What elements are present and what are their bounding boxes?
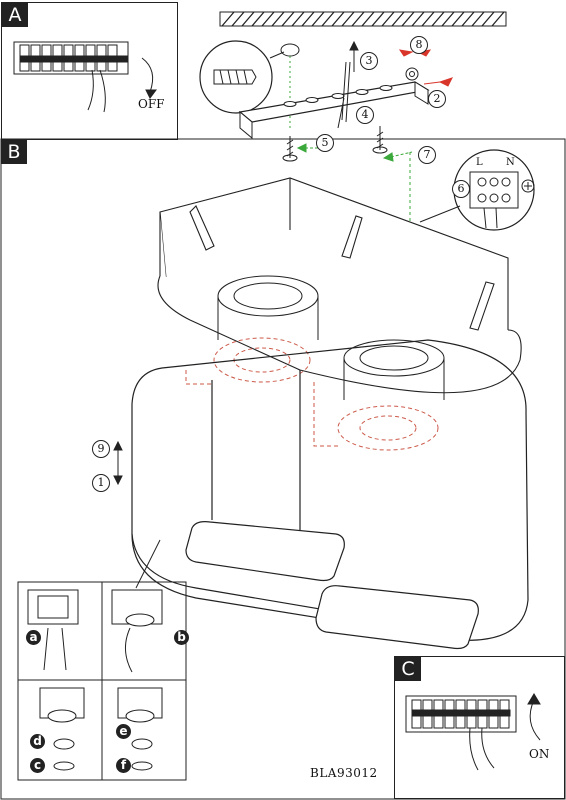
bottom-opening-left: [185, 521, 345, 582]
arrow-up-icon: [349, 40, 359, 72]
terminal-label-n: N: [506, 157, 515, 168]
terminal-label-l: L: [476, 157, 483, 168]
substep-a: a: [26, 630, 41, 645]
mounting-bracket: [238, 67, 430, 140]
cable-wires: [337, 61, 351, 129]
model-code: BLA93012: [310, 766, 378, 780]
step-9: 9: [92, 440, 110, 458]
substep-c: c: [30, 758, 45, 773]
breaker-panel-a: [13, 41, 157, 113]
callout-line: [135, 539, 161, 589]
panel-c-letter: C: [395, 657, 421, 681]
substep-f: f: [116, 758, 131, 773]
screw-left: [282, 136, 298, 162]
bottom-opening-right: [315, 585, 479, 650]
step-1: 1: [92, 474, 110, 492]
ceiling-hatch: [219, 11, 507, 27]
screw-right: [372, 126, 388, 154]
terminal-block-detail: [419, 149, 535, 231]
panel-c-action: ON: [529, 747, 550, 761]
socket-right: [343, 339, 445, 400]
panel-a-action: OFF: [138, 97, 165, 111]
substep-b: b: [174, 630, 189, 645]
socket-left: [217, 275, 319, 340]
red-arrow-icon: [398, 49, 453, 87]
step-5: 5: [316, 134, 334, 152]
step-6: 6: [452, 180, 470, 198]
step-7: 7: [418, 146, 436, 164]
step-4: 4: [356, 106, 374, 124]
panel-c: C ON: [394, 656, 565, 799]
wall-plug-detail: [199, 40, 300, 130]
substep-e: e: [116, 724, 131, 739]
panel-a-letter: A: [2, 3, 28, 27]
up-down-arrow-icon: [113, 440, 123, 486]
housing-body: [131, 339, 529, 641]
step-8: 8: [410, 36, 428, 54]
step-3: 3: [360, 52, 378, 70]
bulb-steps-panel: [17, 581, 187, 781]
breaker-panel-c: [405, 693, 541, 771]
panel-b-letter: B: [1, 140, 27, 164]
step-2: 2: [428, 90, 446, 108]
substep-d: d: [30, 734, 45, 749]
green-arrow-icon: [296, 143, 413, 238]
panel-a: A OFF: [1, 2, 178, 140]
